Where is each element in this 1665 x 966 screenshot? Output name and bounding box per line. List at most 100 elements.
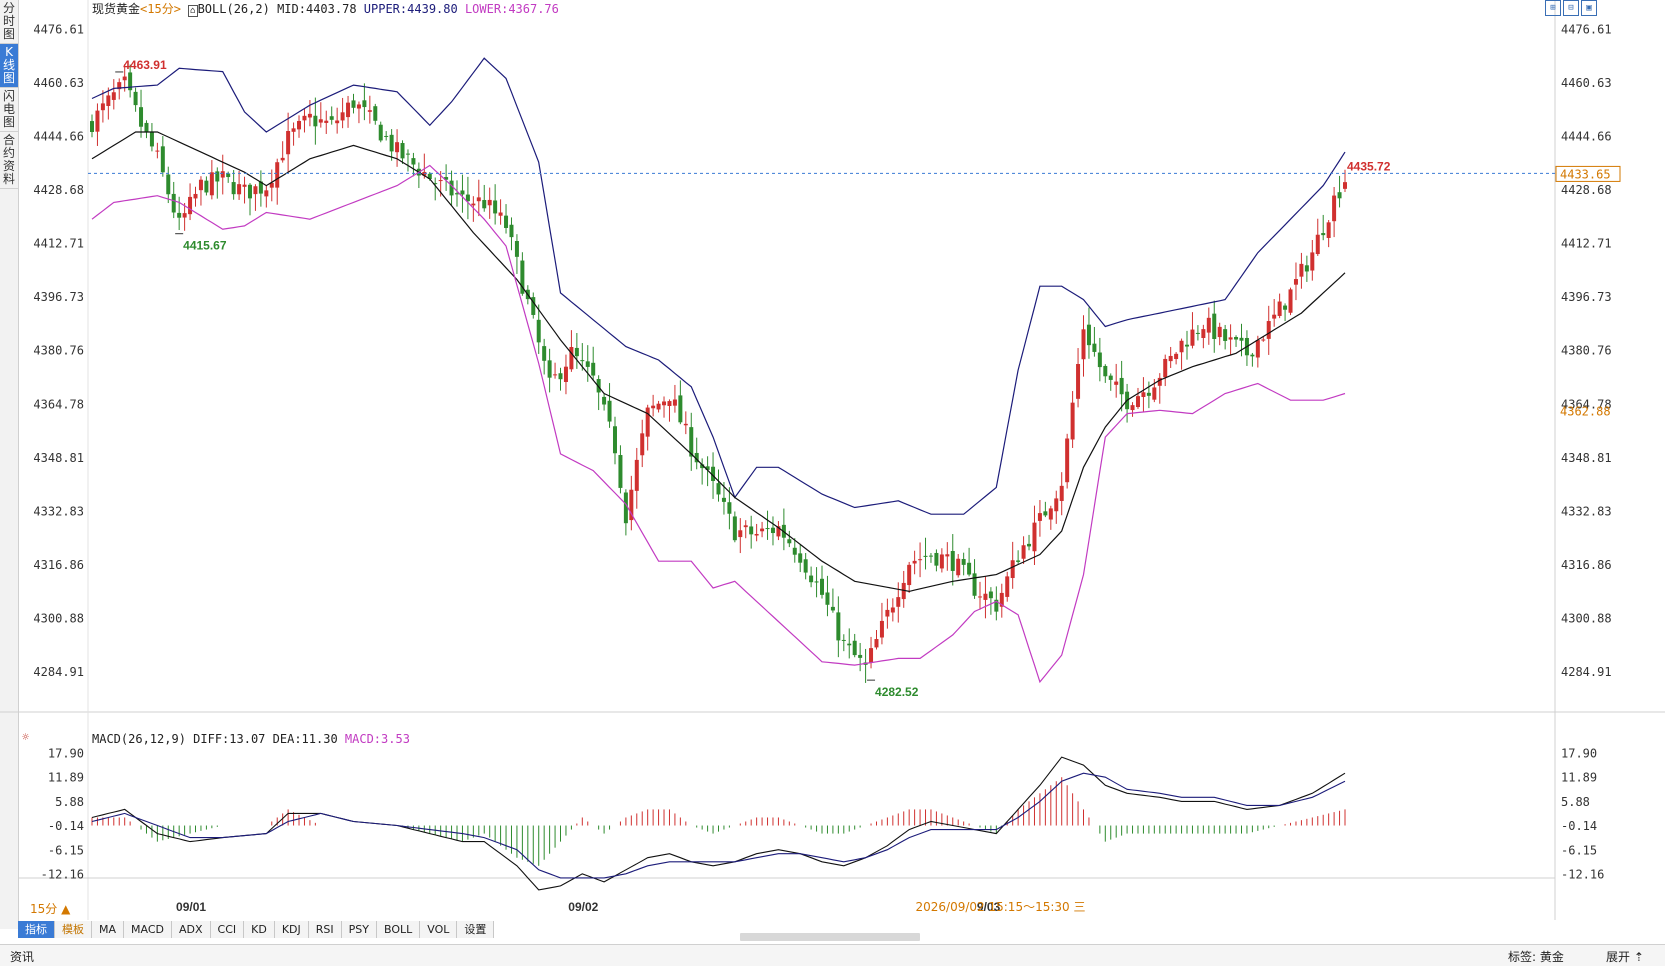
candle-body: [874, 639, 879, 648]
candle-body: [1283, 305, 1288, 310]
tab-cci[interactable]: CCI: [210, 921, 245, 938]
lower-band-tag: 4362.88: [1560, 405, 1611, 419]
candle-body: [869, 648, 874, 664]
indicator-name: BOLL(26,2): [197, 2, 270, 16]
candle-body: [814, 581, 819, 583]
macd-tick-left: 11.89: [48, 771, 84, 785]
tab-indicator[interactable]: 指标: [18, 921, 55, 938]
candle-body: [760, 528, 765, 532]
candle-body: [122, 76, 127, 81]
candle-body: [961, 558, 966, 565]
candle-body: [405, 153, 410, 155]
price-tick-left: 4396.73: [33, 290, 84, 304]
tab-macd[interactable]: MACD: [124, 921, 172, 938]
candle-body: [253, 186, 258, 195]
candle-body: [1037, 513, 1042, 521]
candle-body: [705, 466, 710, 470]
candle-body: [160, 146, 165, 173]
candle-body: [1016, 560, 1021, 562]
news-link[interactable]: 资讯: [10, 950, 35, 964]
candle-body: [847, 643, 852, 646]
candle-body: [612, 426, 617, 454]
price-tick-right: 4476.61: [1561, 22, 1612, 36]
side-tab-timeshare[interactable]: 分时图: [0, 0, 18, 44]
candle-body: [738, 530, 743, 538]
candle-body: [1097, 352, 1102, 368]
macd-tick-right: 11.89: [1561, 771, 1597, 785]
candle-body: [1185, 344, 1190, 347]
candle-body: [1266, 321, 1271, 339]
candle-body: [1212, 313, 1217, 339]
side-tab-contract-info[interactable]: 合约资料: [0, 132, 18, 189]
candle-body: [1343, 182, 1347, 189]
time-axis-label: 9/03: [977, 900, 1001, 914]
price-tick-left: 4284.91: [33, 665, 84, 679]
price-tick-left: 4380.76: [33, 344, 84, 358]
tab-kdj[interactable]: KDJ: [274, 921, 309, 938]
annotation-low2: 4282.52: [875, 685, 919, 699]
tab-boll[interactable]: BOLL: [376, 921, 421, 938]
candle-body: [324, 120, 329, 123]
restore-icon[interactable]: ▣: [1581, 0, 1597, 16]
candle-body: [286, 130, 291, 155]
candle-body: [1043, 511, 1048, 516]
candle-body: [1081, 329, 1086, 360]
candle-body: [433, 183, 438, 185]
dea-value: 11.30: [301, 732, 338, 746]
candle-body: [465, 194, 470, 202]
candle-body: [1054, 498, 1059, 512]
chart-canvas[interactable]: 4476.61 4476.61 4460.63 4460.63 4444.66 4444.…: [0, 0, 1665, 920]
candle-body: [792, 547, 797, 555]
tab-kd[interactable]: KD: [244, 921, 275, 938]
indicator-switch-icon[interactable]: ⌂: [188, 5, 198, 17]
candle-body: [563, 366, 568, 382]
candle-body: [727, 502, 732, 514]
price-tick-left: 4332.83: [33, 504, 84, 518]
tab-adx[interactable]: ADX: [172, 921, 211, 938]
candle-body: [106, 95, 111, 106]
candle-body: [977, 596, 982, 598]
candle-body: [907, 564, 912, 586]
candle-body: [193, 193, 198, 199]
price-tick-right: 4300.88: [1561, 612, 1612, 626]
candle-body: [297, 120, 302, 130]
candle-body: [1141, 392, 1146, 397]
expand-button[interactable]: 展开 ⇡: [1606, 950, 1644, 964]
candle-body: [171, 193, 176, 213]
side-tab-kline[interactable]: K线图: [0, 44, 18, 88]
price-tick-left: 4428.68: [33, 183, 84, 197]
tab-settings[interactable]: 设置: [457, 921, 495, 938]
candle-body: [1010, 560, 1015, 579]
candle-body: [1255, 340, 1260, 358]
side-tab-flash[interactable]: 闪电图: [0, 88, 18, 132]
candle-body: [1092, 343, 1097, 352]
tab-template[interactable]: 模板: [55, 921, 92, 938]
current-price-tag: 4433.65: [1560, 167, 1611, 181]
candle-body: [798, 553, 803, 563]
zoom-in-icon[interactable]: ⊞: [1545, 0, 1561, 16]
zoom-out-icon[interactable]: ⊟: [1563, 0, 1579, 16]
candle-body: [1086, 324, 1091, 346]
candle-body: [640, 433, 645, 456]
horizontal-scrollbar[interactable]: [740, 933, 920, 941]
candle-body: [209, 172, 214, 196]
tab-psy[interactable]: PSY: [341, 921, 377, 938]
candle-body: [645, 407, 650, 437]
candle-body: [444, 177, 449, 180]
candle-body: [378, 124, 383, 141]
candle-body: [111, 92, 116, 100]
tab-vol[interactable]: VOL: [420, 921, 458, 938]
candle-body: [662, 401, 667, 406]
candle-body: [438, 180, 443, 182]
candle-body: [242, 184, 247, 187]
tab-rsi[interactable]: RSI: [308, 921, 342, 938]
candle-body: [972, 573, 977, 596]
candle-body: [1321, 233, 1326, 236]
tab-ma[interactable]: MA: [92, 921, 125, 938]
candle-body: [1299, 263, 1304, 277]
candle-body: [651, 405, 656, 409]
candle-body: [1048, 508, 1053, 520]
settings-sun-icon[interactable]: ☼: [22, 730, 30, 744]
period-selector[interactable]: 15分 ▲: [30, 902, 71, 916]
candle-body: [618, 455, 623, 488]
